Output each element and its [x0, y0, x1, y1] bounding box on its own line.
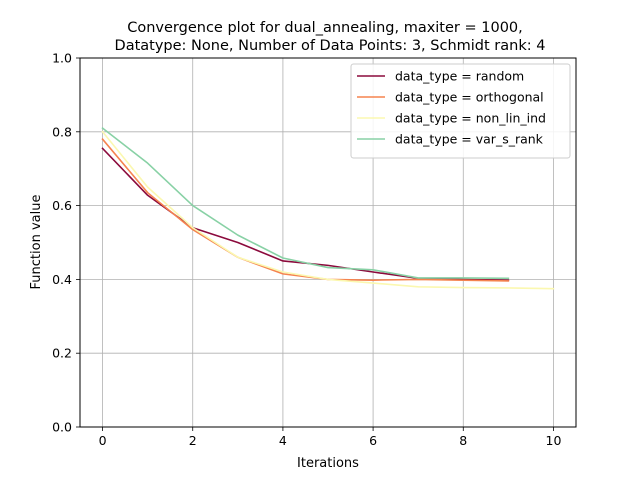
y-tick-label: 0.2	[52, 346, 72, 361]
legend: data_type = random data_type = orthogonal…	[351, 64, 570, 158]
y-tick-label: 0.6	[52, 198, 72, 213]
legend-label: data_type = orthogonal	[395, 90, 544, 105]
x-tick-label: 10	[546, 433, 562, 448]
x-tick-label: 2	[189, 433, 197, 448]
x-tick-label: 4	[279, 433, 287, 448]
y-axis-label: Function value	[29, 195, 44, 290]
legend-label: data_type = random	[395, 69, 524, 84]
x-tick-label: 8	[459, 433, 467, 448]
y-tick-label: 0.0	[52, 420, 72, 435]
y-tick-label: 0.4	[52, 272, 72, 287]
x-tick-label: 0	[99, 433, 107, 448]
chart-title-line1: Convergence plot for dual_annealing, max…	[127, 20, 523, 36]
y-tick-label: 1.0	[52, 51, 72, 66]
y-tick-label: 0.8	[52, 124, 72, 139]
x-tick-label: 6	[369, 433, 377, 448]
x-axis-label: Iterations	[297, 456, 359, 471]
legend-label: data_type = non_lin_ind	[395, 111, 546, 126]
legend-label: data_type = var_s_rank	[395, 132, 544, 147]
chart-title-line2: Datatype: None, Number of Data Points: 3…	[115, 38, 546, 54]
